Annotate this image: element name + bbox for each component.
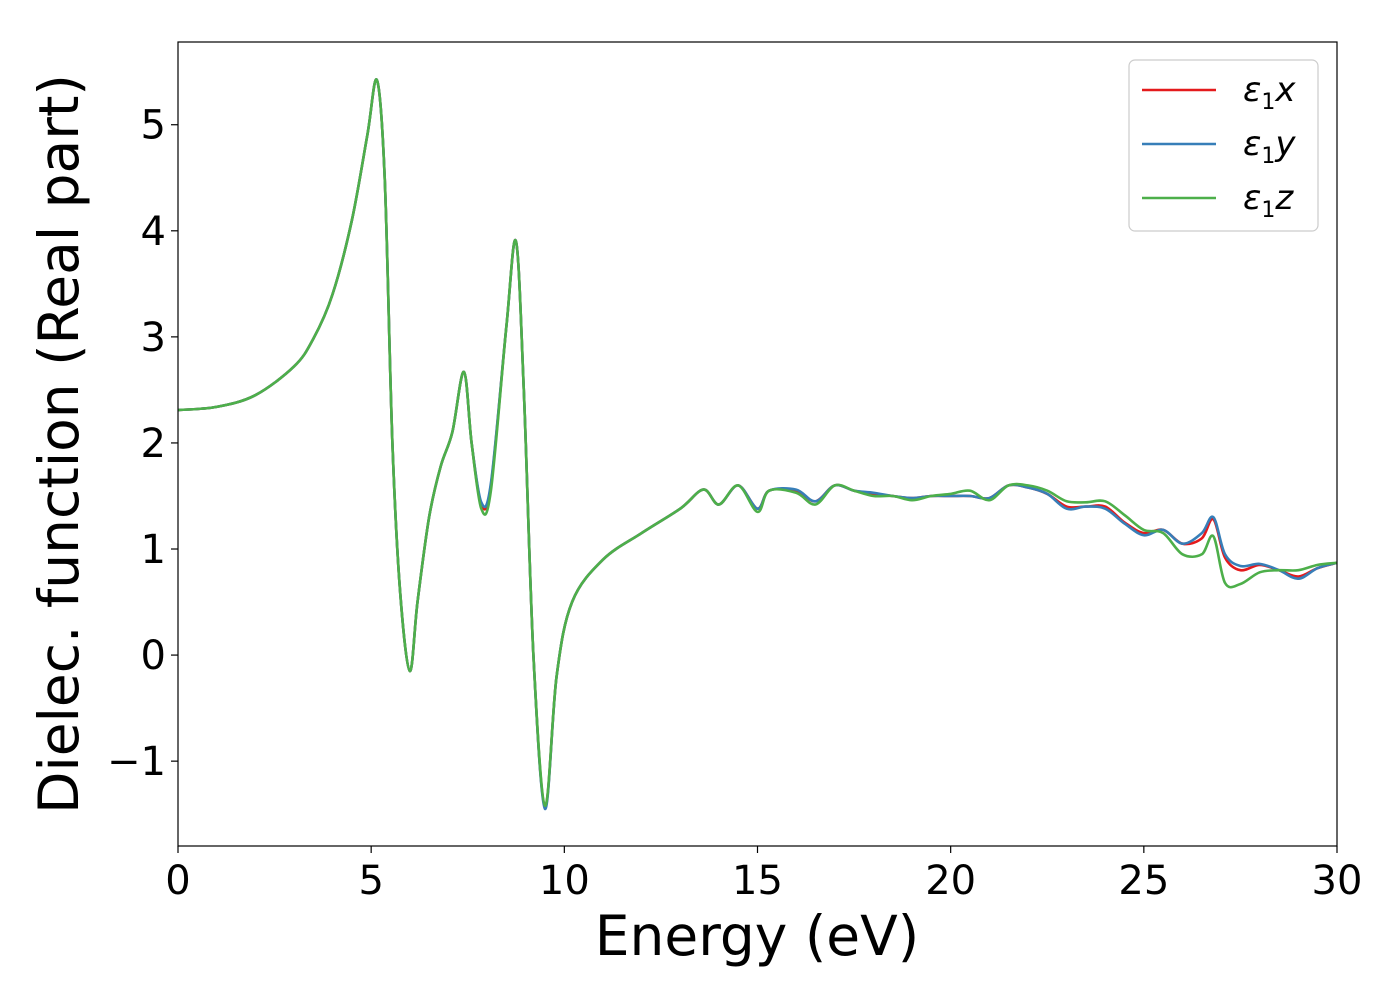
y-tick-label: −1 (107, 739, 166, 785)
x-tick-label: 20 (925, 858, 976, 904)
y-axis: −1 0 1 2 3 4 5 (107, 103, 178, 785)
legend-label-y: ε1y (1243, 124, 1296, 169)
legend: ε1x ε1y ε1z (1128, 59, 1319, 232)
y-tick-label: 0 (141, 633, 166, 679)
y-tick-label: 3 (141, 315, 166, 361)
y-axis-title: Dielec. function (Real part) (27, 74, 91, 814)
x-tick-label: 30 (1312, 858, 1363, 904)
x-tick-label: 5 (358, 858, 383, 904)
y-tick-label: 2 (141, 421, 166, 467)
x-tick-label: 10 (539, 858, 590, 904)
legend-box (1128, 59, 1319, 232)
series-line-z (177, 78, 1338, 808)
y-tick-label: 4 (141, 209, 166, 255)
legend-label-z: ε1z (1243, 178, 1294, 223)
x-tick-label: 25 (1118, 858, 1169, 904)
x-tick-label: 15 (732, 858, 783, 904)
x-axis-title: Energy (eV) (595, 904, 919, 968)
x-tick-label: 0 (165, 858, 190, 904)
y-tick-label: 5 (141, 103, 166, 149)
x-axis: 0 5 10 15 20 25 30 (165, 846, 1362, 904)
y-tick-label: 1 (141, 527, 166, 573)
series-layer (177, 78, 1338, 811)
legend-label-x: ε1x (1243, 70, 1296, 115)
